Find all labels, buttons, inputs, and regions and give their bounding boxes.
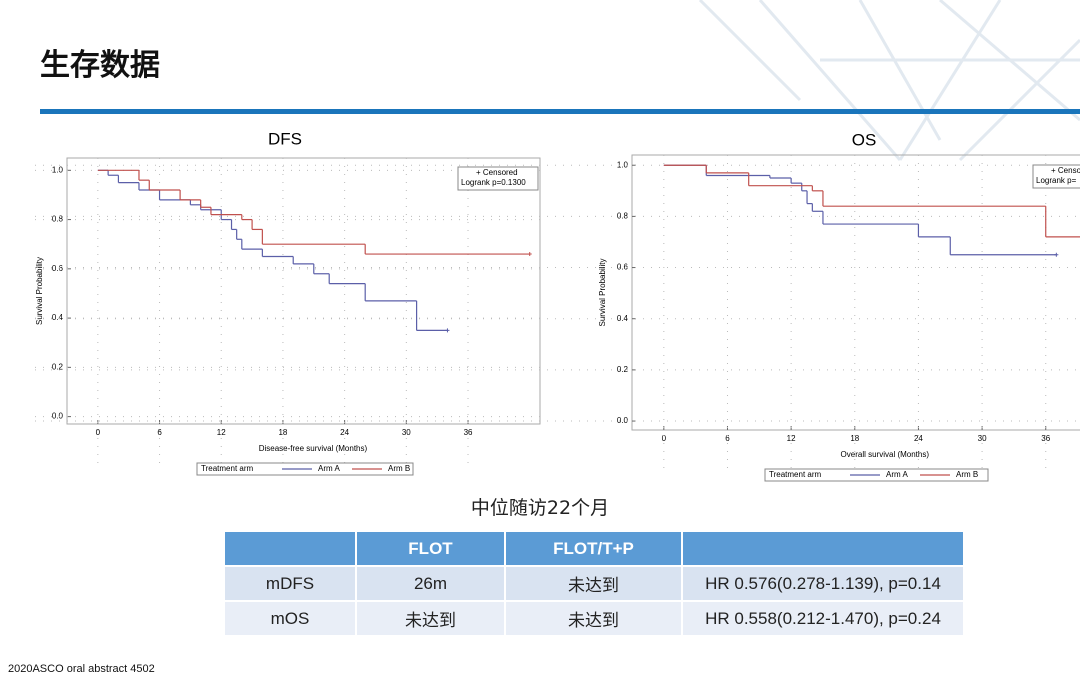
annotation: Logrank p= — [1036, 176, 1077, 185]
header-cell — [223, 530, 357, 567]
header-cell — [681, 530, 965, 567]
y-tick-label: 0.6 — [52, 264, 64, 273]
x-tick-label: 6 — [157, 428, 162, 437]
annotation: + Censored — [476, 168, 518, 177]
x-tick-label: 12 — [787, 434, 796, 443]
y-tick-label: 0.6 — [617, 263, 629, 272]
x-tick-label: 24 — [914, 434, 923, 443]
y-tick-label: 0.0 — [617, 416, 629, 425]
cell: mOS — [223, 600, 357, 637]
cell: 未达到 — [504, 600, 683, 637]
y-tick-label: 1.0 — [617, 160, 629, 169]
header-cell: FLOT/T+P — [504, 530, 683, 567]
y-tick-label: 0.4 — [617, 314, 629, 323]
x-tick-label: 6 — [725, 434, 730, 443]
x-tick-label: 30 — [402, 428, 411, 437]
y-tick-label: 0.0 — [52, 412, 64, 421]
x-tick-label: 0 — [96, 428, 101, 437]
plot-frame — [66, 157, 541, 425]
cell: HR 0.576(0.278-1.139), p=0.14 — [681, 565, 965, 602]
x-tick-label: 12 — [217, 428, 226, 437]
censor-mark — [445, 328, 450, 333]
legend-title: Treatment arm — [201, 464, 253, 473]
legend-label: Arm B — [388, 464, 410, 473]
cell: HR 0.558(0.212-1.470), p=0.24 — [681, 600, 965, 637]
y-tick-label: 0.8 — [52, 215, 64, 224]
cell: 未达到 — [355, 600, 506, 637]
annotation: + Censored — [1051, 166, 1080, 175]
table-caption: 中位随访22个月 — [470, 497, 610, 519]
annotation: Logrank p=0.1300 — [461, 178, 526, 187]
y-tick-label: 0.4 — [52, 313, 64, 322]
background-decoration — [698, 0, 1080, 162]
charts: DFS 0.0 0.2 0.4 0.6 0.8 1.0 0 6 12 18 24 30 36 Disease… — [35, 129, 1080, 482]
x-tick-label: 24 — [340, 428, 349, 437]
cell: 26m — [355, 565, 506, 602]
cell: mDFS — [223, 565, 357, 602]
cell: 未达到 — [504, 565, 683, 602]
x-tick-label: 18 — [278, 428, 287, 437]
source-note: 2020ASCO oral abstract 4502 — [8, 663, 155, 675]
chart-title: DFS — [268, 129, 302, 148]
annotation-box — [457, 166, 539, 191]
y-tick-label: 0.2 — [617, 365, 629, 374]
x-axis-label: Disease-free survival (Months) — [259, 444, 368, 453]
legend-label: Arm A — [886, 470, 908, 479]
y-axis-label: Survival Probability — [598, 258, 607, 326]
y-axis-label: Survival Probability — [35, 257, 44, 325]
legend-label: Arm B — [956, 470, 978, 479]
x-tick-label: 36 — [1041, 434, 1050, 443]
y-tick-label: 1.0 — [52, 165, 64, 174]
y-tick-label: 0.8 — [617, 212, 629, 221]
censor-mark — [1054, 252, 1059, 257]
legend-title: Treatment arm — [769, 470, 821, 479]
x-tick-label: 36 — [464, 428, 473, 437]
header-cell: FLOT — [355, 530, 506, 567]
slide-title: 生存数据 — [40, 48, 160, 83]
plot-frame — [631, 154, 1080, 431]
legend-label: Arm A — [318, 464, 340, 473]
chart-title: OS — [852, 130, 877, 149]
y-tick-label: 0.2 — [52, 362, 64, 371]
annotation-box — [1032, 164, 1080, 189]
results-table: FLOT FLOT/T+P mDFS 26m 未达到 HR 0.576(0.278-1… — [223, 530, 965, 637]
censor-mark — [527, 252, 532, 257]
x-tick-label: 18 — [850, 434, 859, 443]
x-tick-label: 0 — [662, 434, 667, 443]
x-tick-label: 30 — [978, 434, 987, 443]
x-axis-label: Overall survival (Months) — [841, 450, 930, 459]
title-rule — [40, 109, 1080, 114]
